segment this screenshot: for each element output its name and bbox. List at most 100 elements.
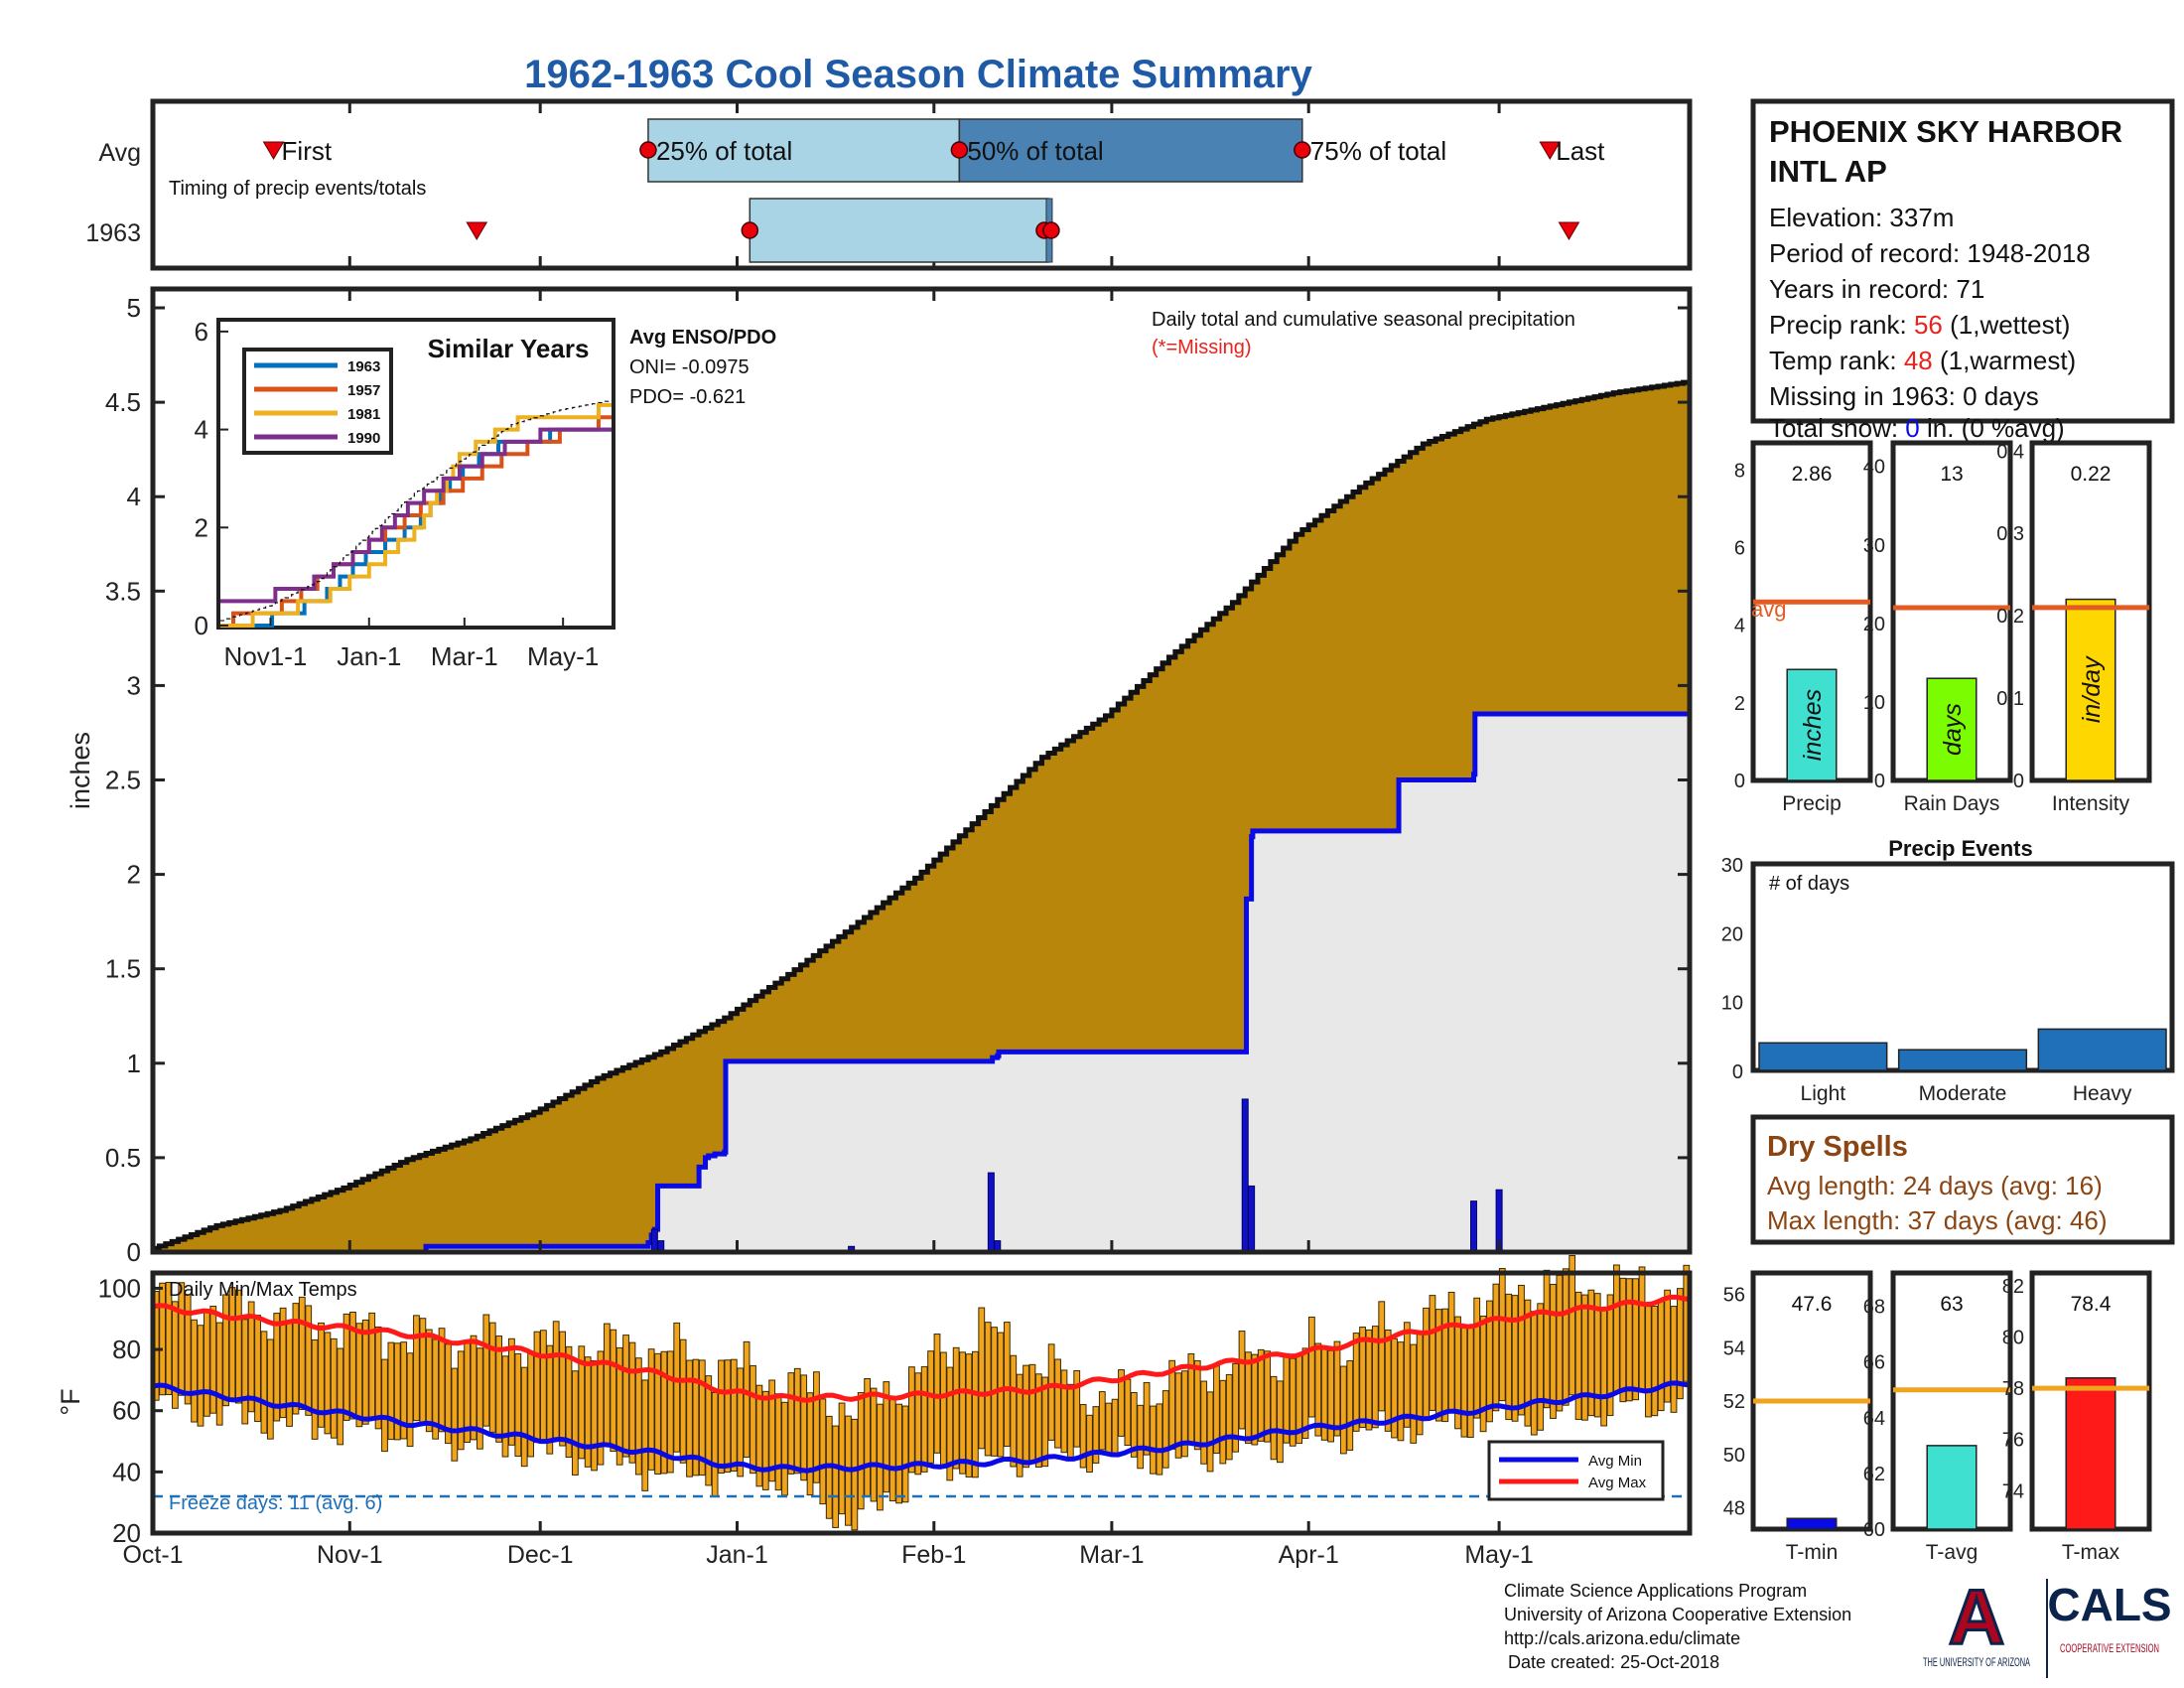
small-panel-y-tick-label: 78 — [2002, 1378, 2024, 1400]
daily-temp-bar — [273, 1313, 281, 1422]
daily-temp-bar — [501, 1355, 509, 1458]
daily-temp-bar — [470, 1335, 478, 1441]
small-panel-y-tick-label: 50 — [1723, 1445, 1745, 1467]
small-panel-label: T-avg — [1926, 1541, 1979, 1564]
daily-temp-bar — [634, 1357, 642, 1476]
season-totals-panels: 2.86 0 2 4 6 8 inches avg Precip 13 0 10 20 30 40 days R… — [1734, 440, 2152, 815]
small-panel-avg-label: avg — [1751, 597, 1786, 622]
daily-temp-bar — [400, 1341, 408, 1440]
temp-y-tick-label: 40 — [112, 1457, 141, 1486]
daily-temp-bar — [247, 1301, 255, 1413]
temp-y-tick-label: 20 — [112, 1518, 141, 1548]
daily-temp-bar — [1111, 1398, 1119, 1456]
daily-temp-bar — [1079, 1404, 1087, 1469]
main-y-tick-label: 0 — [127, 1237, 141, 1267]
daily-temp-bar — [1378, 1301, 1386, 1412]
footer-credits: Climate Science Applications Program Uni… — [1504, 1581, 1851, 1672]
daily-temp-bar — [1593, 1293, 1601, 1418]
daily-temp-bar — [1613, 1264, 1620, 1394]
daily-temp-bar — [1225, 1373, 1233, 1461]
daily-temp-bar — [1092, 1406, 1100, 1464]
small-panel-value: 63 — [1940, 1293, 1963, 1316]
daily-temp-bar — [800, 1374, 808, 1481]
daily-temp-bar — [1264, 1350, 1272, 1443]
main-y-tick-label: 4 — [127, 482, 141, 511]
daily-temp-bar — [1550, 1283, 1557, 1419]
small-panel-bar — [1786, 668, 1838, 781]
daily-temp-bar — [1498, 1268, 1506, 1402]
daily-temp-bar — [1492, 1283, 1500, 1412]
daily-temp-bar — [1245, 1351, 1252, 1445]
daily-precip-bar — [1241, 1098, 1249, 1253]
daily-temp-bar — [813, 1371, 820, 1483]
daily-temp-bar — [1543, 1269, 1551, 1409]
legend-label-1981: 1981 — [347, 406, 380, 423]
daily-temp-bar — [711, 1391, 719, 1497]
daily-temp-bar — [374, 1326, 382, 1430]
x-tick-label: Apr-1 — [1279, 1541, 1339, 1569]
similar-years-plot: 0 2 4 6 Nov1-1 Jan-1 Mar-1 May-1 — [195, 317, 613, 671]
daily-temp-bar — [1174, 1372, 1182, 1459]
daily-temp-bar — [406, 1352, 414, 1448]
daily-temp-bar — [755, 1384, 763, 1487]
avg-first-marker — [262, 141, 285, 160]
small-panel-y-tick-label: 66 — [1863, 1352, 1885, 1374]
daily-temp-bar — [1307, 1316, 1315, 1418]
daily-temp-bar — [718, 1359, 725, 1475]
season-1963-area — [153, 712, 1690, 1252]
daily-temp-bar — [1289, 1357, 1297, 1447]
year-last-marker — [1558, 221, 1580, 240]
avg-max-line — [152, 1294, 1691, 1403]
daily-temp-bar — [1023, 1364, 1029, 1469]
daily-temp-bar — [298, 1296, 306, 1410]
station-period: Period of record: 1948-2018 — [1769, 238, 2091, 268]
daily-temp-bar — [1638, 1266, 1646, 1391]
main-y-tick-label: 0.5 — [105, 1143, 141, 1173]
daily-temp-bar — [673, 1322, 681, 1453]
avg-p25-label: 25% of total — [656, 136, 792, 166]
small-panel-t-min: 47.6 48 50 52 54 56 T-min — [1723, 1270, 1873, 1564]
station-precip-rank: Precip rank: 56 (1,wettest) — [1769, 310, 2070, 340]
daily-temp-bar — [1016, 1373, 1024, 1477]
daily-temp-bar — [1479, 1315, 1487, 1433]
main-y-tick-label: 2.5 — [105, 766, 141, 795]
small-panel-y-tick-label: 54 — [1723, 1337, 1745, 1359]
daily-temp-bar — [686, 1359, 693, 1477]
daily-temp-bar — [565, 1345, 573, 1459]
daily-temp-bar — [978, 1307, 986, 1450]
year-p75-marker — [1042, 221, 1060, 239]
avg-p50-marker — [950, 141, 969, 159]
daily-temp-bar — [641, 1379, 649, 1491]
daily-temp-bar — [1238, 1331, 1246, 1430]
main-y-tick-label: 2 — [127, 860, 141, 890]
small-panel-label: T-min — [1786, 1541, 1839, 1564]
daily-temp-bar — [165, 1282, 173, 1396]
daily-temp-bar — [361, 1319, 369, 1425]
daily-temp-bar — [615, 1346, 623, 1466]
daily-temp-bar — [647, 1348, 655, 1471]
daily-temp-bar — [1384, 1329, 1392, 1432]
daily-temp-bar — [457, 1350, 465, 1451]
main-y-tick-label: 1.5 — [105, 954, 141, 984]
daily-temp-bar — [191, 1319, 198, 1423]
daily-temp-bar — [781, 1401, 788, 1496]
footer-line2: University of Arizona Cooperative Extens… — [1504, 1605, 1851, 1624]
daily-temp-bar — [1562, 1268, 1570, 1406]
daily-temp-bar — [260, 1331, 268, 1434]
small-panel-label: Precip — [1782, 792, 1842, 815]
daily-temp-bar — [965, 1353, 973, 1477]
daily-temp-bar — [1066, 1383, 1074, 1461]
avg-p50-label: 50% of total — [967, 136, 1103, 166]
avg-cumulative-line — [153, 379, 1693, 1251]
daily-temp-bar — [578, 1345, 586, 1460]
temp-y-tick-label: 80 — [112, 1335, 141, 1364]
events-y-tick-label: 20 — [1721, 923, 1743, 945]
small-panel-y-tick-label: 4 — [1734, 616, 1745, 637]
avg-p25-marker — [639, 141, 657, 159]
dry-spells-max-length: Max length: 37 days (avg: 46) — [1767, 1205, 2108, 1235]
daily-temp-bar — [1047, 1343, 1055, 1441]
daily-temp-bar — [832, 1425, 840, 1528]
avg-box-50-75 — [958, 118, 1303, 183]
daily-temp-bar — [197, 1325, 205, 1427]
